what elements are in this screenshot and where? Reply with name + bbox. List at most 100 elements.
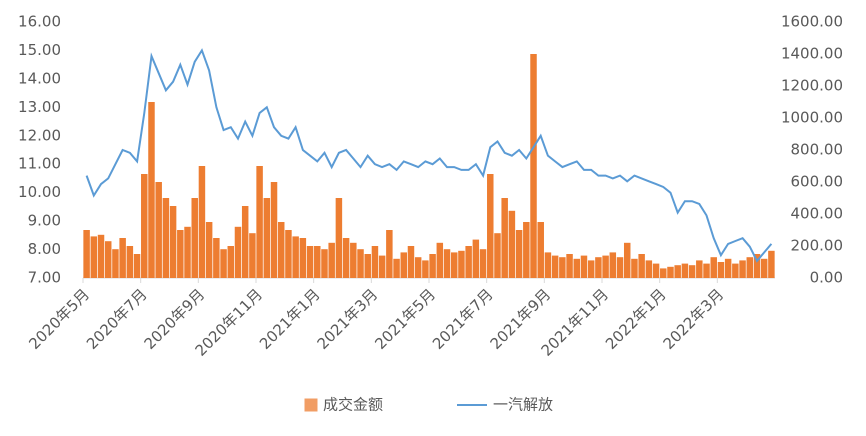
bar <box>580 255 588 278</box>
bar <box>220 249 227 278</box>
x-tick-label: 2022年3月 <box>660 285 728 353</box>
bar <box>364 254 371 278</box>
bar <box>501 198 508 278</box>
bar <box>400 252 408 278</box>
x-tick-label: 2021年7月 <box>429 285 497 353</box>
bar <box>458 250 465 278</box>
bar <box>703 263 710 278</box>
legend-label: 一汽解放 <box>493 396 553 414</box>
bar <box>537 222 544 278</box>
bar <box>198 166 206 278</box>
y-tick-label: 14.00 <box>18 69 61 87</box>
y2-tick-label: 200.00 <box>791 237 844 255</box>
bar <box>746 257 754 278</box>
bar <box>631 258 638 278</box>
y-tick-label: 8.00 <box>28 240 61 258</box>
bar <box>573 258 581 278</box>
x-tick-label: 2020年5月 <box>25 285 93 353</box>
bar <box>494 233 501 278</box>
bar <box>753 254 761 278</box>
x-tick-label: 2021年3月 <box>314 285 382 353</box>
bar <box>155 182 162 278</box>
bar <box>450 252 458 278</box>
bar <box>177 230 184 278</box>
bar <box>674 265 681 278</box>
bar <box>739 260 746 278</box>
x-tick-label: 2020年7月 <box>83 285 151 353</box>
bar <box>523 222 530 278</box>
bar <box>205 222 213 278</box>
legend-swatch <box>304 398 318 412</box>
y2-tick-label: 1400.00 <box>781 45 843 63</box>
bar <box>422 260 429 278</box>
bar <box>724 258 732 278</box>
bar <box>314 246 321 278</box>
bar <box>717 262 725 278</box>
x-tick-label: 2021年1月 <box>256 285 324 353</box>
y2-tick-label: 1600.00 <box>781 13 843 31</box>
y2-tick-label: 0.00 <box>810 269 843 287</box>
bar <box>191 198 198 278</box>
y2-tick-label: 1000.00 <box>781 109 843 127</box>
bar <box>141 174 148 278</box>
bar <box>184 226 191 278</box>
bar <box>472 239 480 278</box>
bar <box>414 257 422 278</box>
y-tick-label: 7.00 <box>28 269 61 287</box>
bar <box>551 255 559 278</box>
bar <box>104 241 112 278</box>
bar <box>479 249 487 278</box>
bar <box>241 206 249 278</box>
bar <box>688 265 696 278</box>
bar <box>112 249 119 278</box>
bar <box>213 238 220 278</box>
y-tick-label: 13.00 <box>18 98 61 116</box>
y2-tick-label: 400.00 <box>791 205 844 223</box>
bar <box>544 252 552 278</box>
bar <box>515 230 523 278</box>
bar <box>285 230 292 278</box>
bar <box>162 198 170 278</box>
bar <box>595 257 602 278</box>
bar <box>566 254 573 278</box>
bar <box>393 258 400 278</box>
bar <box>342 238 350 278</box>
y-tick-label: 15.00 <box>18 41 61 59</box>
bar <box>587 260 595 278</box>
bar <box>652 263 660 278</box>
bar <box>328 242 335 278</box>
bar <box>768 250 775 278</box>
x-tick-label: 2021年5月 <box>371 285 439 353</box>
bar <box>760 258 768 278</box>
y2-tick-label: 800.00 <box>791 141 844 159</box>
bar <box>616 257 624 278</box>
bar <box>667 266 674 278</box>
y2-tick-label: 600.00 <box>791 173 844 191</box>
bar <box>732 263 739 278</box>
bar <box>386 230 393 278</box>
y-tick-label: 9.00 <box>28 212 61 230</box>
bar <box>306 246 314 278</box>
bar <box>97 234 105 278</box>
y2-tick-label: 1200.00 <box>781 77 843 95</box>
bar <box>270 182 278 278</box>
bar <box>249 233 256 278</box>
bar <box>638 254 645 278</box>
legend-label: 成交金额 <box>323 396 383 414</box>
y-tick-label: 12.00 <box>18 126 61 144</box>
x-tick-label: 2022年1月 <box>602 285 670 353</box>
bar <box>710 257 717 278</box>
y-tick-label: 11.00 <box>18 155 61 173</box>
bar <box>263 198 271 278</box>
bar <box>350 242 357 278</box>
bar <box>292 236 299 278</box>
y-tick-label: 16.00 <box>18 13 61 31</box>
bar <box>681 263 689 278</box>
bar <box>559 257 566 278</box>
bar <box>299 238 307 278</box>
bar <box>378 255 386 278</box>
bar <box>645 260 653 278</box>
bar <box>90 236 98 278</box>
